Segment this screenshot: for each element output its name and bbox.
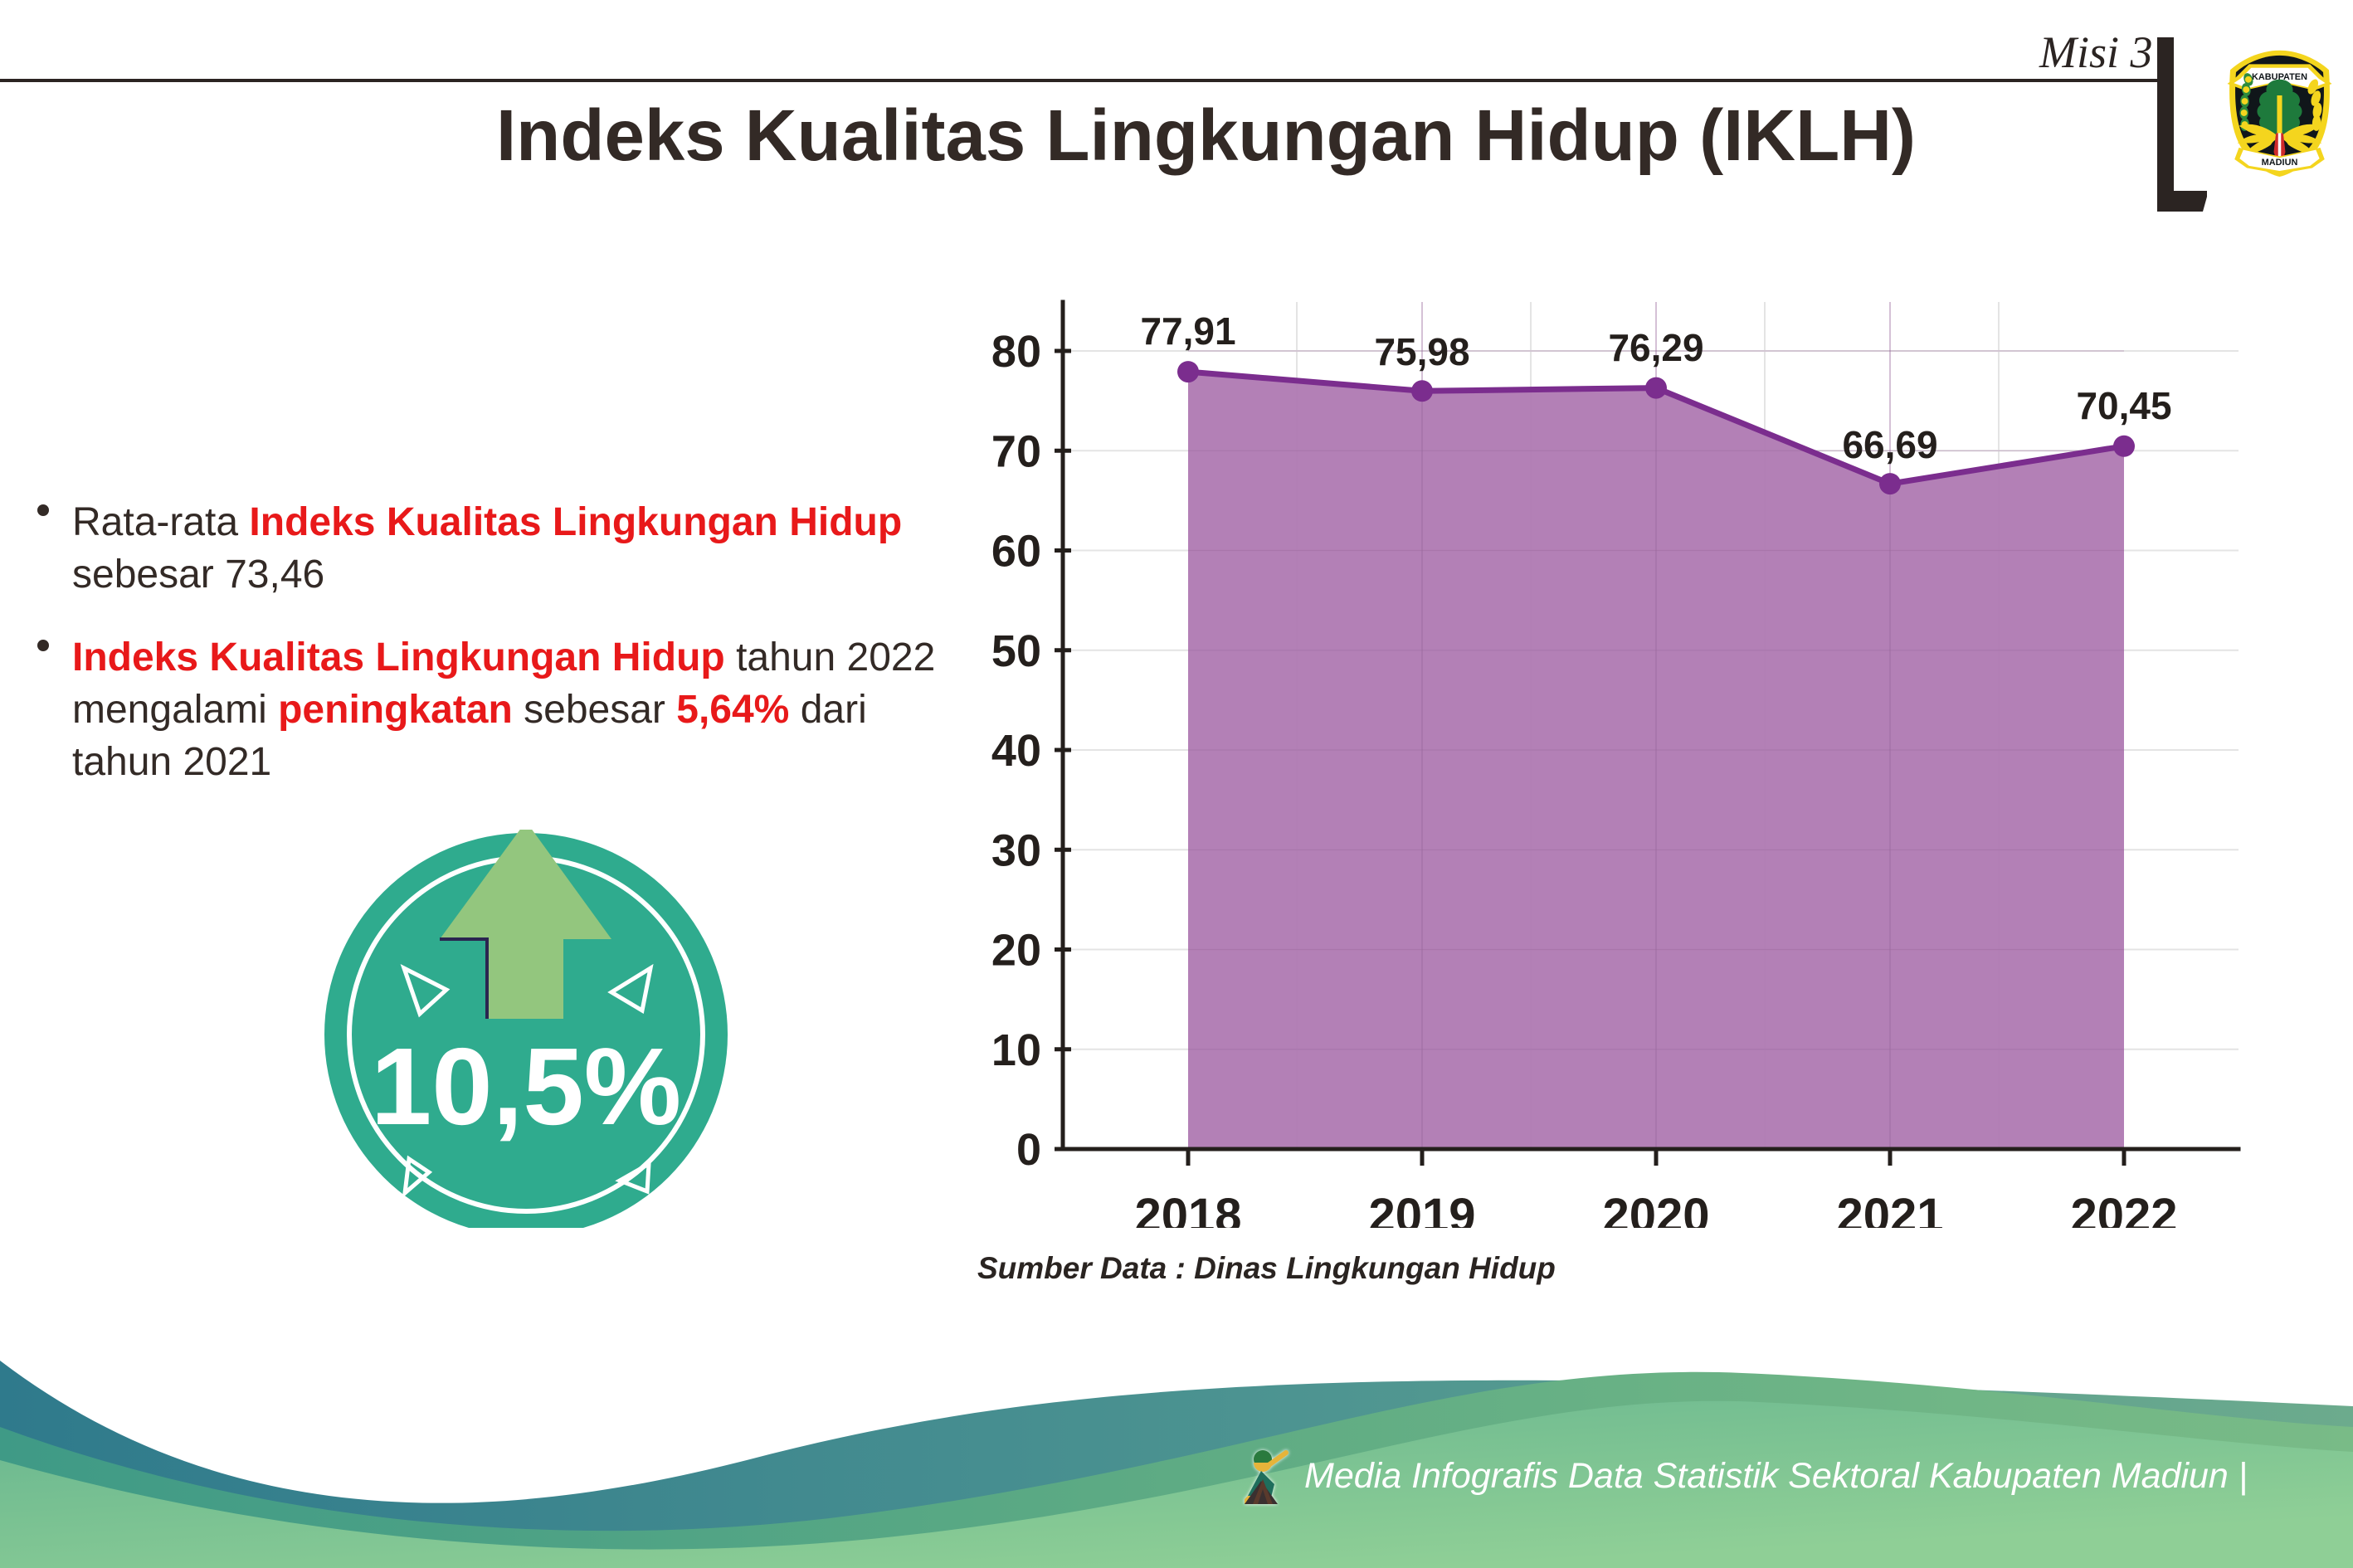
svg-text:30: 30	[991, 825, 1041, 875]
svg-text:40: 40	[991, 726, 1041, 776]
svg-text:MADIUN: MADIUN	[2262, 158, 2298, 168]
svg-text:77,91: 77,91	[1140, 309, 1235, 353]
svg-text:0: 0	[1016, 1125, 1041, 1175]
svg-text:60: 60	[991, 527, 1041, 577]
svg-text:2022: 2022	[2070, 1189, 2177, 1228]
svg-text:76,29: 76,29	[1608, 326, 1703, 369]
svg-text:70: 70	[991, 426, 1041, 476]
svg-text:20: 20	[991, 926, 1041, 976]
svg-text:2019: 2019	[1368, 1189, 1475, 1228]
svg-text:75,98: 75,98	[1374, 330, 1469, 373]
svg-text:2021: 2021	[1836, 1189, 1943, 1228]
svg-text:10: 10	[991, 1025, 1041, 1075]
svg-text:10,5%: 10,5%	[371, 1025, 681, 1147]
svg-text:2020: 2020	[1602, 1189, 1709, 1228]
svg-text:50: 50	[991, 626, 1041, 676]
svg-text:66,69: 66,69	[1842, 423, 1937, 466]
svg-text:70,45: 70,45	[2076, 384, 2171, 427]
svg-text:2018: 2018	[1134, 1189, 1241, 1228]
svg-text:80: 80	[991, 327, 1041, 377]
